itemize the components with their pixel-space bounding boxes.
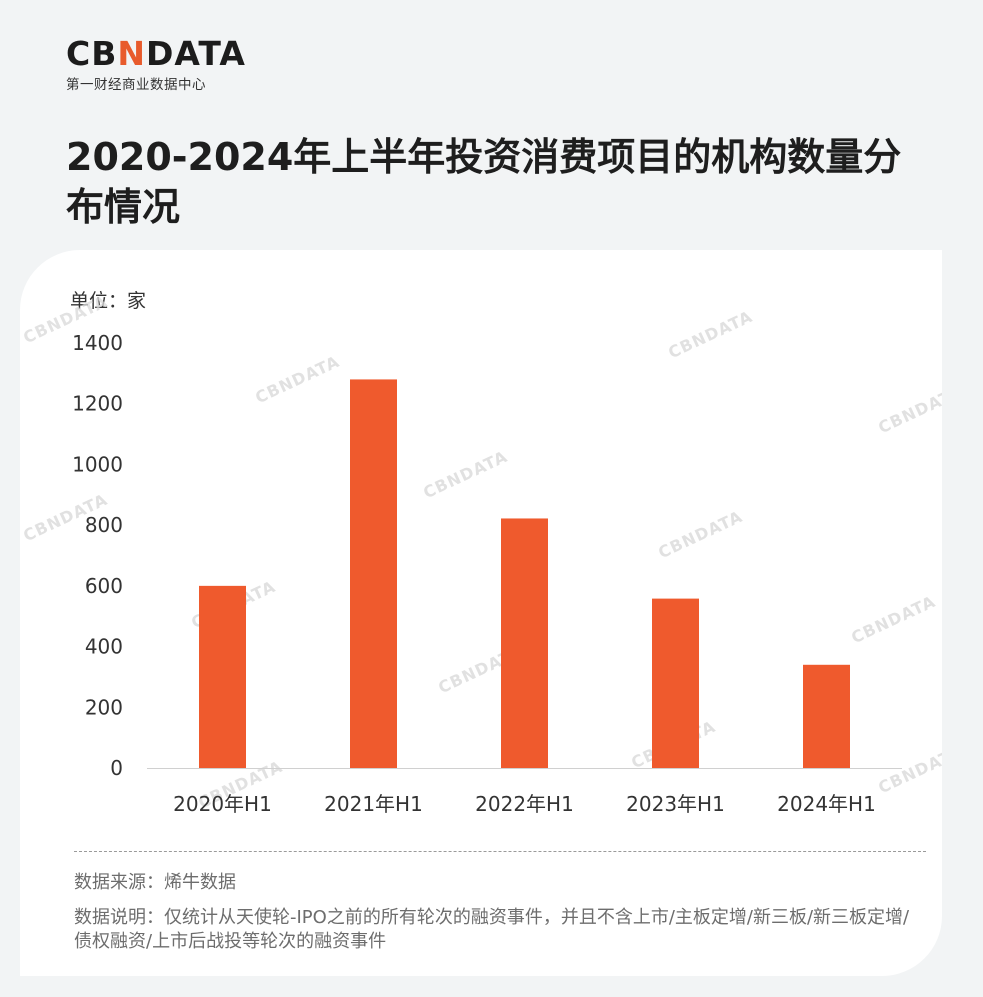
bar <box>199 585 246 768</box>
logo-subtitle: 第一财经商业数据中心 <box>66 77 206 93</box>
data-note: 数据说明：仅统计从天使轮-IPO之前的所有轮次的融资事件，并且不含上市/主板定增… <box>74 907 910 952</box>
data-source: 数据来源：烯牛数据 <box>74 872 236 893</box>
y-tick-label: 400 <box>85 635 123 659</box>
bar <box>501 518 548 768</box>
bar <box>350 379 397 768</box>
x-tick-label: 2024年H1 <box>777 792 876 816</box>
logo: CBNDATA 第一财经商业数据中心 <box>66 34 246 94</box>
x-tick-label: 2022年H1 <box>475 792 574 816</box>
x-tick-label: 2023年H1 <box>626 792 725 816</box>
chart-card: 单位：家 CBNDATA CBNDATA CBNDATA CBNDATA CBN… <box>20 250 942 976</box>
unit-label: 单位：家 <box>70 290 147 312</box>
x-tick-label: 2021年H1 <box>324 792 423 816</box>
y-tick-label: 1400 <box>72 331 123 355</box>
y-tick-label: 800 <box>85 513 123 537</box>
x-tick-label: 2020年H1 <box>173 792 272 816</box>
bar <box>803 664 850 768</box>
logo-mark: CBNDATA <box>66 34 246 73</box>
page-title: 2020-2024年上半年投资消费项目的机构数量分布情况 <box>66 135 902 229</box>
y-tick-label: 0 <box>110 756 123 780</box>
bar-chart: 0 200 400 600 800 1000 1200 1400 2020年H1 2021年H1 2… <box>72 331 902 816</box>
divider <box>74 851 926 852</box>
y-tick-label: 1000 <box>72 452 123 476</box>
y-tick-label: 200 <box>85 695 123 719</box>
bar <box>652 598 699 768</box>
y-tick-label: 1200 <box>72 392 123 416</box>
y-tick-label: 600 <box>85 574 123 598</box>
